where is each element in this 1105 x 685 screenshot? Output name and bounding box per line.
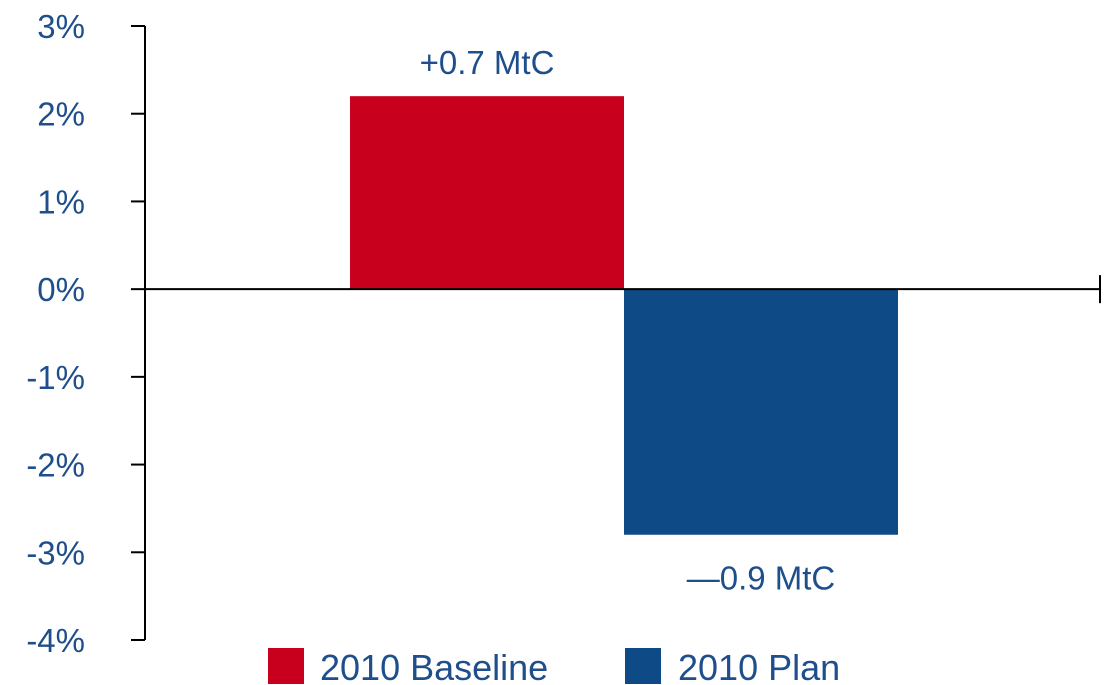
bars (350, 96, 898, 535)
y-tick-label: 1% (37, 183, 85, 220)
bar-data-label: +0.7 MtC (420, 44, 555, 81)
axes (144, 26, 1101, 640)
bar-data-label: —0.9 MtC (687, 560, 836, 597)
y-tick-label: 2% (37, 96, 85, 133)
legend-swatch (625, 648, 661, 684)
legend-label: 2010 Plan (678, 647, 840, 685)
y-tick-label: -2% (26, 447, 85, 484)
y-tick-label: 0% (37, 271, 85, 308)
y-axis-ticks: 3% 2% 1% 0% -1% -2% -3% -4% (26, 8, 145, 659)
y-tick-label: 3% (37, 8, 85, 45)
legend-swatch (268, 648, 304, 684)
y-tick-label: -1% (26, 359, 85, 396)
legend-label: 2010 Baseline (320, 647, 548, 685)
legend: 2010 Baseline 2010 Plan (268, 647, 840, 685)
y-tick-label: -3% (26, 534, 85, 571)
bar-2010-baseline (350, 96, 624, 290)
bar-2010-plan (624, 289, 898, 535)
y-tick-label: -4% (26, 622, 85, 659)
data-labels: +0.7 MtC —0.9 MtC (420, 44, 836, 597)
